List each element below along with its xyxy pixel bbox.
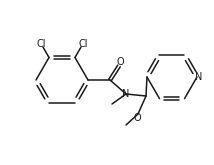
Text: O: O [116, 57, 124, 67]
Text: N: N [195, 72, 203, 82]
Text: N: N [122, 89, 130, 99]
Text: Cl: Cl [78, 39, 88, 49]
Text: Cl: Cl [36, 39, 46, 49]
Text: O: O [133, 113, 141, 123]
